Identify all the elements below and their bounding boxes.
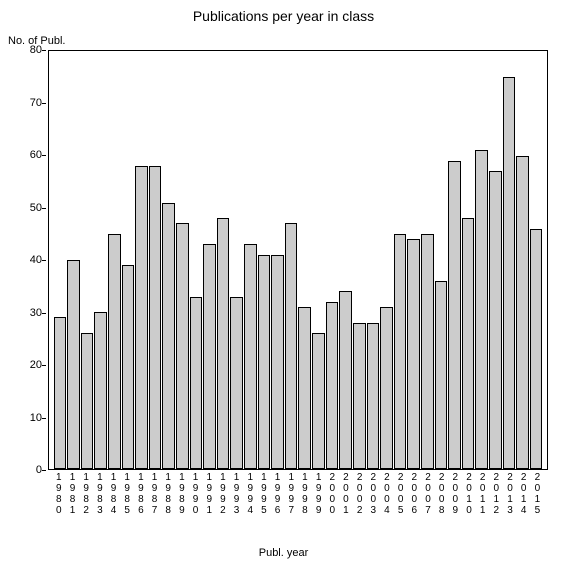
x-tick-label: 2009: [449, 472, 462, 516]
x-tick-label: 2001: [340, 472, 353, 516]
bar: [285, 223, 298, 469]
bar: [271, 255, 284, 469]
x-tick-label: 1999: [312, 472, 325, 516]
x-axis-label: Publ. year: [0, 547, 567, 559]
bar: [421, 234, 434, 469]
x-tick-label: 2007: [422, 472, 435, 516]
x-tick-label: 1988: [162, 472, 175, 516]
x-tick-label: 2003: [367, 472, 380, 516]
y-tick-label: 70: [0, 97, 42, 109]
y-tick-label: 50: [0, 202, 42, 214]
y-tick-label: 80: [0, 44, 42, 56]
bar: [230, 297, 243, 469]
x-tick-label: 2004: [381, 472, 394, 516]
bar: [135, 166, 148, 469]
y-tick-label: 0: [0, 464, 42, 476]
bar: [462, 218, 475, 469]
bar: [312, 333, 325, 469]
x-tick-label: 2008: [435, 472, 448, 516]
bars-group: [49, 51, 547, 469]
x-tick-label: 1985: [121, 472, 134, 516]
bar: [217, 218, 230, 469]
bar: [380, 307, 393, 469]
bar: [394, 234, 407, 469]
bar: [435, 281, 448, 469]
plot-area: [48, 50, 548, 470]
x-tick-label: 1986: [135, 472, 148, 516]
bar: [203, 244, 216, 469]
y-tick-label: 20: [0, 359, 42, 371]
bar: [298, 307, 311, 469]
bar: [448, 161, 461, 469]
bar: [244, 244, 257, 469]
x-tick-label: 1982: [80, 472, 93, 516]
y-tick-label: 30: [0, 307, 42, 319]
bar: [176, 223, 189, 469]
x-tick-label: 1983: [94, 472, 107, 516]
x-tick-label: 2014: [517, 472, 530, 516]
x-tick-label: 1980: [53, 472, 66, 516]
bar: [108, 234, 121, 469]
bar: [367, 323, 380, 469]
x-tick-label: 2010: [463, 472, 476, 516]
x-axis-ticks: 1980198119821983198419851986198719881989…: [48, 472, 548, 516]
x-tick-label: 1992: [217, 472, 230, 516]
bar: [81, 333, 94, 469]
x-tick-label: 1994: [244, 472, 257, 516]
bar: [530, 229, 543, 469]
bar: [326, 302, 339, 469]
bar: [94, 312, 107, 469]
x-tick-label: 2011: [476, 472, 489, 516]
bar: [67, 260, 80, 469]
x-tick-label: 1984: [107, 472, 120, 516]
bar: [122, 265, 135, 469]
x-tick-label: 1993: [230, 472, 243, 516]
y-tick-label: 60: [0, 149, 42, 161]
x-tick-label: 1996: [271, 472, 284, 516]
x-tick-label: 1981: [66, 472, 79, 516]
bar: [149, 166, 162, 469]
x-tick-label: 2013: [504, 472, 517, 516]
bar: [258, 255, 271, 469]
x-tick-label: 2012: [490, 472, 503, 516]
bar: [162, 203, 175, 469]
bar: [190, 297, 203, 469]
bar: [503, 77, 516, 469]
x-tick-label: 1991: [203, 472, 216, 516]
bar: [339, 291, 352, 469]
x-tick-label: 2015: [531, 472, 544, 516]
x-tick-label: 1990: [189, 472, 202, 516]
bar: [475, 150, 488, 469]
x-tick-label: 1989: [176, 472, 189, 516]
x-tick-label: 1997: [285, 472, 298, 516]
bar: [516, 156, 529, 470]
bar: [353, 323, 366, 469]
x-tick-label: 1987: [148, 472, 161, 516]
y-tick-label: 40: [0, 254, 42, 266]
bar: [54, 317, 67, 469]
y-tick-label: 10: [0, 412, 42, 424]
bar: [489, 171, 502, 469]
x-tick-label: 2002: [353, 472, 366, 516]
chart-title: Publications per year in class: [0, 8, 567, 24]
chart-container: Publications per year in class No. of Pu…: [0, 0, 567, 567]
x-tick-label: 2000: [326, 472, 339, 516]
x-tick-label: 2005: [394, 472, 407, 516]
bar: [407, 239, 420, 469]
x-tick-label: 1998: [299, 472, 312, 516]
x-tick-label: 2006: [408, 472, 421, 516]
y-axis-ticks: 01020304050607080: [0, 50, 46, 470]
x-tick-label: 1995: [258, 472, 271, 516]
